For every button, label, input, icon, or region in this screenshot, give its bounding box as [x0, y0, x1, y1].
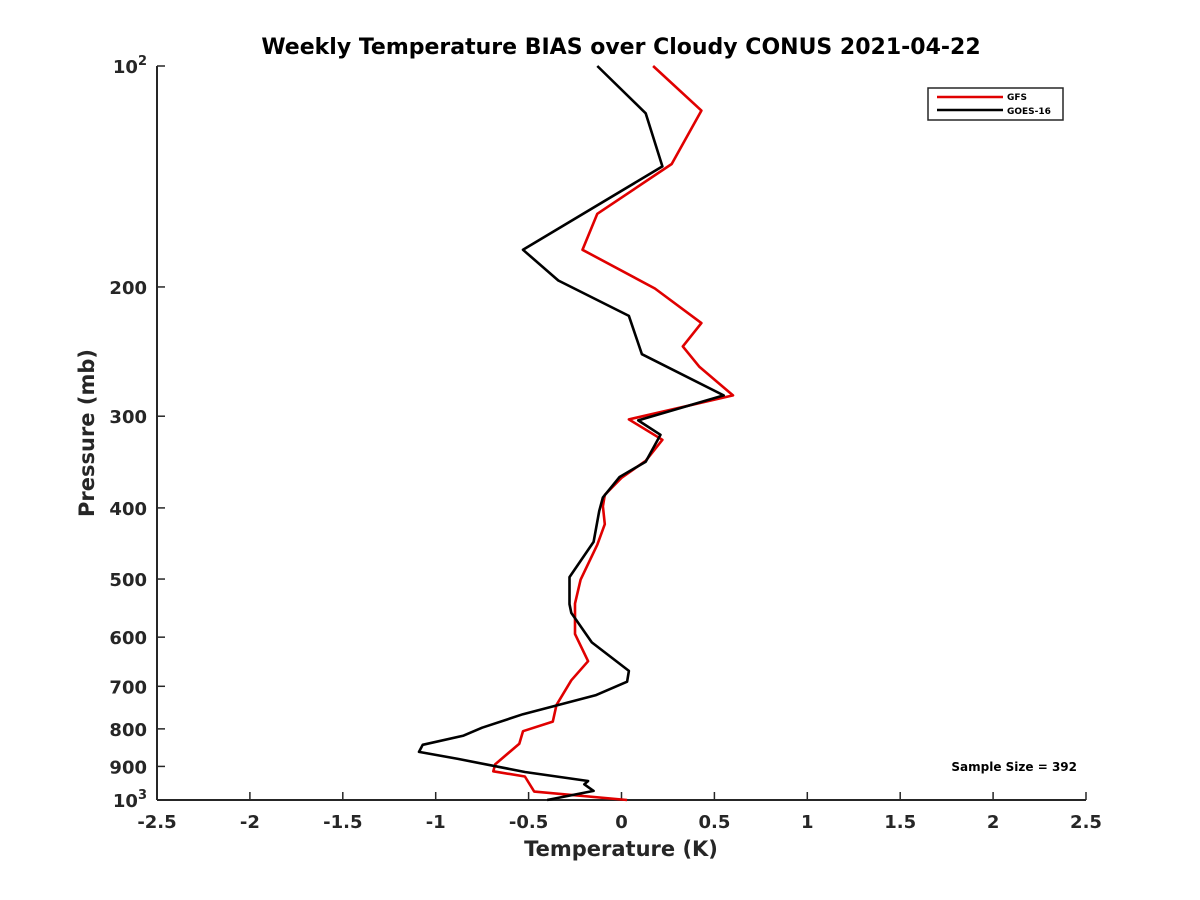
y-tick-label: 700 [109, 677, 147, 698]
chart-title: Weekly Temperature BIAS over Cloudy CONU… [261, 35, 980, 60]
x-tick-label: 2.5 [1070, 812, 1102, 833]
y-tick-label: 500 [109, 570, 147, 591]
legend-box [927, 87, 1064, 121]
series-lines [417, 65, 735, 802]
x-tick-label: -1 [426, 812, 446, 833]
series-line-goes-16 [417, 65, 726, 802]
y-axis-label: Pressure (mb) [75, 349, 99, 517]
y-tick-label: 400 [109, 499, 147, 520]
y-tick-label: 103 [113, 788, 147, 812]
x-axis-label: Temperature (K) [524, 837, 718, 861]
y-tick-label: 800 [109, 720, 147, 741]
plot-area: -2.5 -2 -1.5 -1 -0.5 0 0.5 1 1.5 2 2.5 102 200 300 40… [109, 54, 1102, 833]
y-ticks: 102 200 300 400 500 600 700 800 900 103 [109, 54, 165, 812]
x-tick-label: 0 [615, 812, 628, 833]
legend-label-goes16: GOES-16 [1007, 107, 1051, 117]
sample-size-annotation: Sample Size = 392 [951, 760, 1077, 774]
x-tick-label: 2 [987, 812, 1000, 833]
x-tick-label: -2.5 [137, 812, 176, 833]
y-tick-label: 102 [113, 54, 147, 78]
x-ticks: -2.5 -2 -1.5 -1 -0.5 0 0.5 1 1.5 2 2.5 [137, 792, 1102, 833]
y-tick-label: 300 [109, 407, 147, 428]
x-tick-label: -0.5 [509, 812, 548, 833]
legend: GFS GOES-16 [927, 87, 1064, 121]
x-tick-label: -2 [240, 812, 260, 833]
x-tick-label: 1 [801, 812, 814, 833]
x-tick-label: -1.5 [323, 812, 362, 833]
legend-label-gfs: GFS [1007, 93, 1027, 103]
y-tick-label: 200 [109, 278, 147, 299]
x-tick-label: 0.5 [698, 812, 730, 833]
x-tick-label: 1.5 [884, 812, 916, 833]
y-tick-label: 900 [109, 757, 147, 778]
series-line-gfs [491, 65, 735, 802]
y-tick-label: 600 [109, 628, 147, 649]
